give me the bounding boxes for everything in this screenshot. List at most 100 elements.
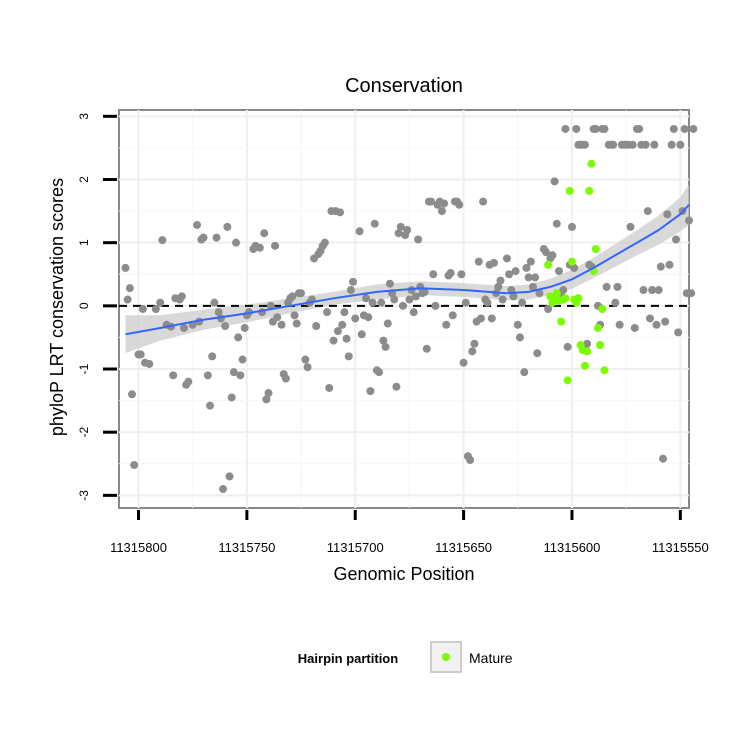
data-point-other — [223, 222, 232, 231]
y-tick-label: 3 — [77, 113, 91, 120]
y-axis: 3 2 1 0 -1 -2 -3 — [77, 113, 117, 501]
x-tick-label: 11315800 — [110, 540, 167, 555]
y-tick-label: -1 — [77, 363, 91, 374]
data-point-other — [125, 284, 134, 293]
data-point-other — [212, 233, 221, 242]
data-point-mature — [593, 323, 602, 332]
points-mature-layer — [544, 159, 609, 385]
data-point-other — [528, 282, 537, 291]
data-point-other — [643, 207, 652, 216]
y-axis-label: phyloP LRT conservation scores — [47, 178, 67, 436]
data-point-other — [362, 294, 371, 303]
data-point-mature — [552, 289, 561, 298]
y-tick-label: -2 — [77, 427, 91, 438]
data-point-other — [513, 320, 522, 329]
data-point-other — [476, 314, 485, 323]
data-point-other — [429, 270, 438, 279]
data-point-other — [676, 140, 685, 149]
data-point-other — [312, 322, 321, 331]
data-point-other — [320, 238, 329, 247]
data-point-other — [663, 210, 672, 219]
data-point-mature — [565, 186, 574, 195]
data-point-other — [292, 319, 301, 328]
data-point-other — [169, 371, 178, 380]
data-point-other — [383, 319, 392, 328]
x-tick-label: 11315700 — [327, 540, 384, 555]
data-point-other — [403, 226, 412, 235]
legend-entry-mature: Mature — [469, 650, 513, 666]
data-point-mature — [591, 244, 600, 253]
data-point-mature — [557, 317, 566, 326]
data-point-other — [652, 320, 661, 329]
data-point-other — [214, 308, 223, 317]
data-point-other — [674, 328, 683, 337]
chart-title: Conservation — [345, 75, 463, 97]
data-point-other — [541, 248, 550, 257]
data-point-other — [351, 314, 360, 323]
data-point-other — [264, 389, 273, 398]
data-point-other — [654, 286, 663, 295]
data-point-other — [392, 382, 401, 391]
data-point-other — [583, 339, 592, 348]
data-point-other — [522, 263, 531, 272]
data-point-other — [440, 199, 449, 208]
data-point-other — [409, 308, 418, 317]
data-point-other — [479, 197, 488, 206]
x-axis-label: Genomic Position — [333, 564, 474, 584]
data-point-mature — [567, 257, 576, 266]
data-point-other — [193, 220, 202, 229]
data-point-other — [431, 301, 440, 310]
data-point-other — [474, 257, 483, 266]
data-point-other — [236, 371, 245, 380]
data-point-other — [338, 320, 347, 329]
data-point-other — [494, 282, 503, 291]
data-point-other — [277, 320, 286, 329]
data-point-other — [671, 235, 680, 244]
data-point-other — [498, 295, 507, 304]
data-point-mature — [563, 376, 572, 385]
data-point-mature — [574, 294, 583, 303]
data-point-other — [266, 301, 275, 310]
data-point-other — [349, 277, 358, 286]
data-point-other — [502, 254, 511, 263]
data-point-other — [225, 472, 234, 481]
data-point-other — [602, 282, 611, 291]
data-point-other — [390, 295, 399, 304]
x-tick-label: 11315550 — [652, 540, 709, 555]
data-point-other — [344, 352, 353, 361]
data-point-other — [405, 295, 414, 304]
data-point-other — [572, 124, 581, 133]
data-point-other — [199, 233, 208, 242]
data-point-other — [273, 313, 282, 322]
data-point-other — [370, 219, 379, 228]
data-point-other — [531, 273, 540, 282]
data-point-mature — [596, 341, 605, 350]
data-point-other — [288, 292, 297, 301]
data-point-other — [396, 222, 405, 231]
data-point-other — [489, 258, 498, 267]
data-point-other — [427, 197, 436, 206]
data-point-other — [297, 289, 306, 298]
data-point-other — [580, 140, 589, 149]
data-point-other — [340, 308, 349, 317]
data-point-other — [136, 350, 145, 359]
data-point-other — [661, 317, 670, 326]
data-point-other — [290, 311, 299, 320]
data-point-other — [509, 292, 518, 301]
data-point-other — [689, 124, 698, 133]
data-point-other — [448, 311, 457, 320]
smooth-line-layer — [125, 204, 690, 336]
data-point-other — [669, 124, 678, 133]
confidence-band-layer — [125, 184, 689, 354]
data-point-other — [240, 323, 249, 332]
y-tick-label: -3 — [77, 490, 91, 501]
data-point-other — [656, 262, 665, 271]
data-point-other — [323, 308, 332, 317]
data-point-other — [615, 320, 624, 329]
data-point-other — [422, 344, 431, 353]
x-axis: 11315800 11315750 11315700 11315650 11315600… — [110, 510, 709, 555]
data-point-other — [483, 298, 492, 307]
data-point-mature — [544, 260, 553, 269]
data-point-other — [368, 298, 377, 307]
